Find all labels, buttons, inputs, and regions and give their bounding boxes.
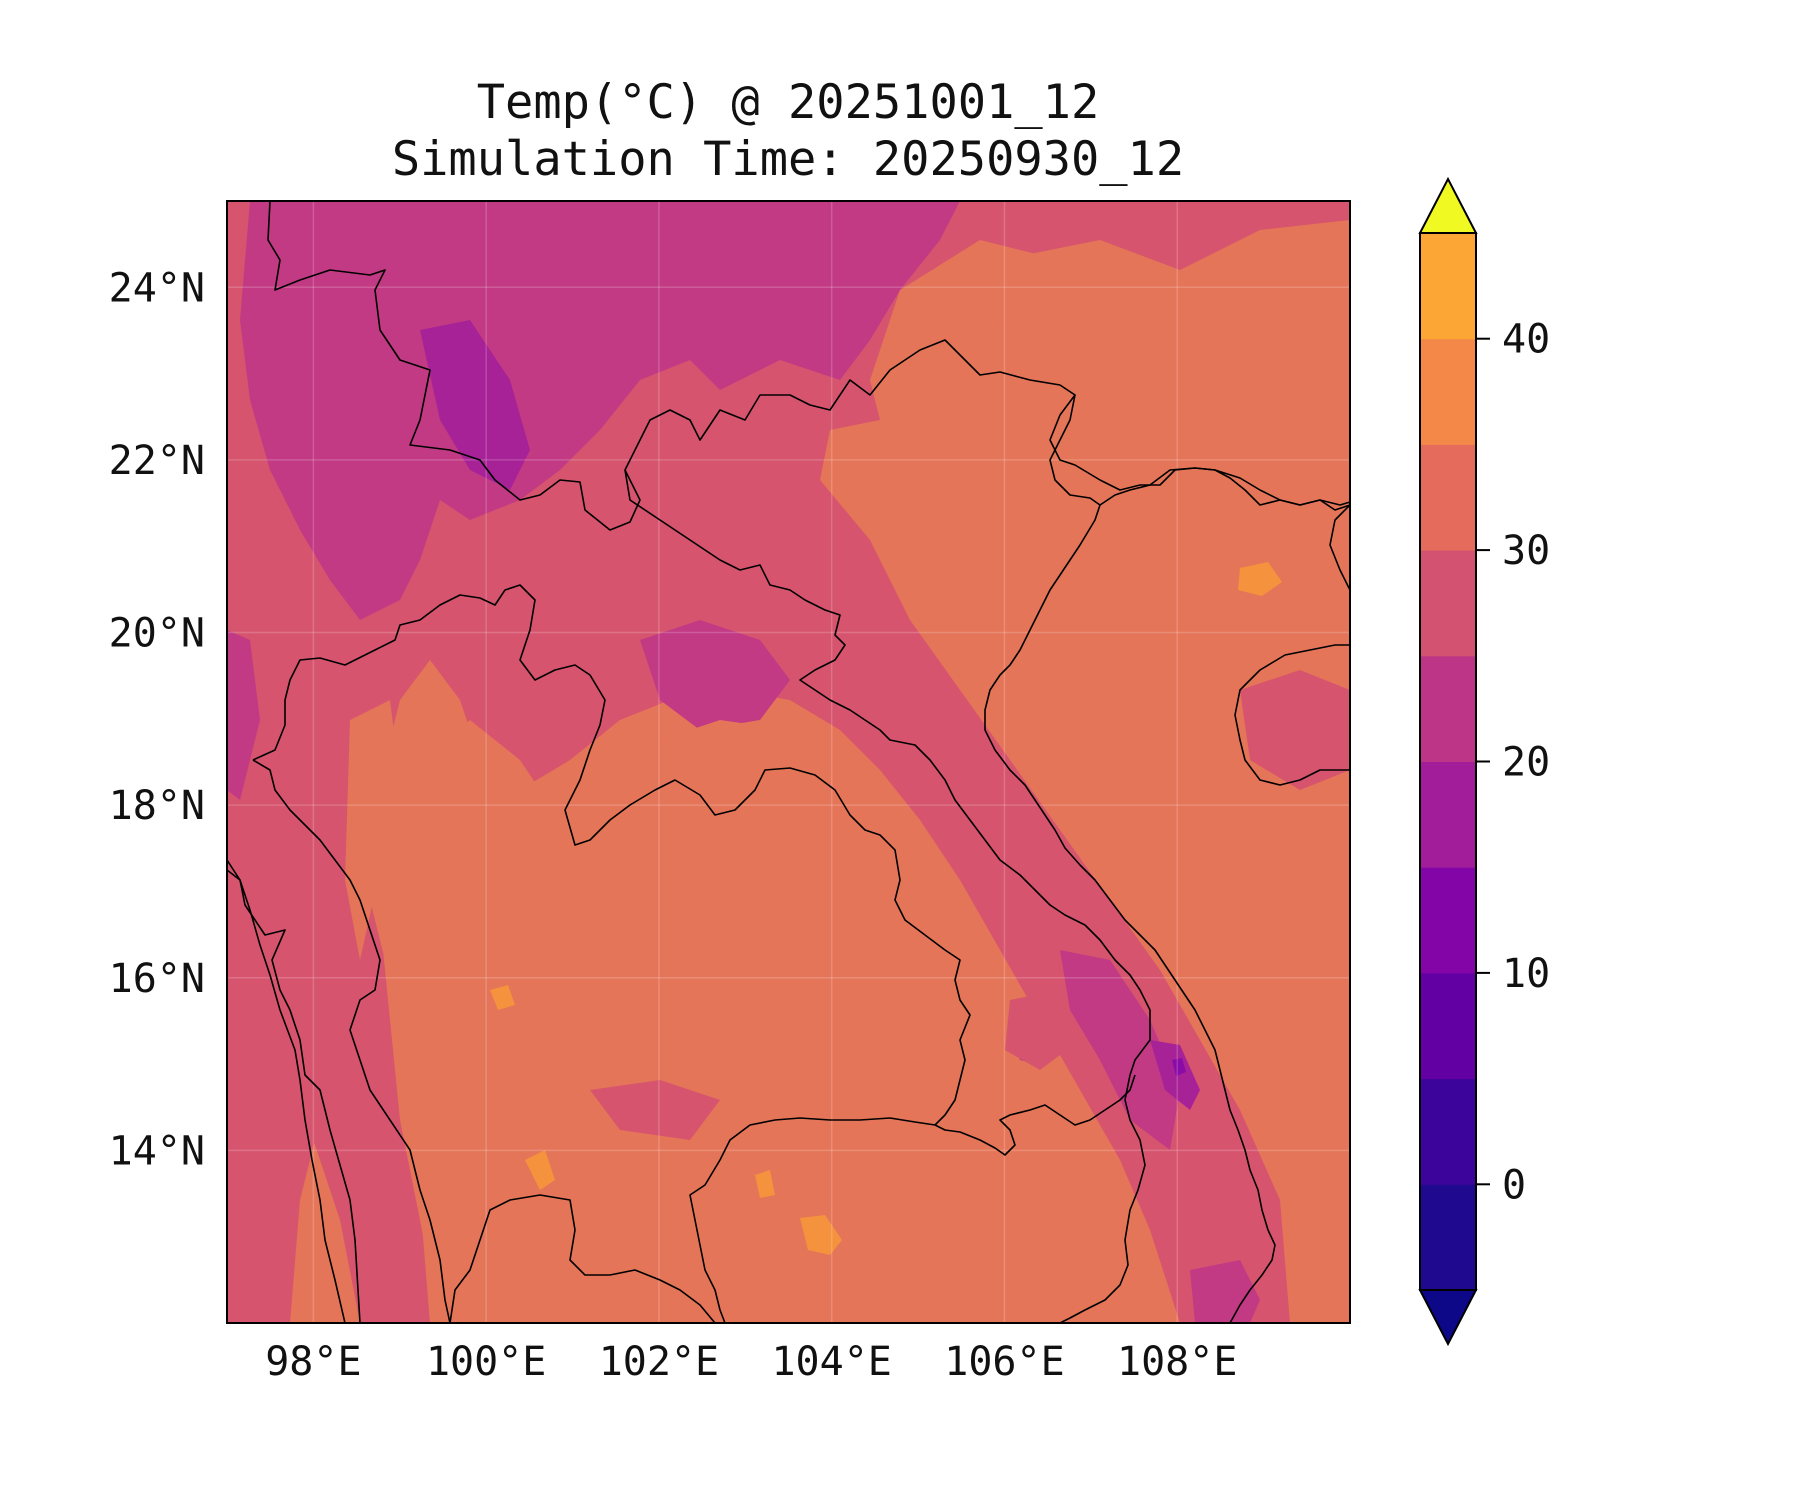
border-cambodia-vietnam bbox=[1059, 1074, 1146, 1323]
y-tick-label-4: 16°N bbox=[109, 956, 205, 1002]
border-myanmar-thai bbox=[227, 869, 361, 1323]
temp-field-cool-se bbox=[1190, 1260, 1260, 1323]
border-china-north bbox=[267, 201, 1350, 531]
colorbar-tick-label-3: 30 bbox=[1502, 528, 1550, 574]
x-tick-label-2: 102°E bbox=[599, 1339, 719, 1385]
temp-field-mild-west bbox=[227, 700, 430, 1323]
map-area bbox=[227, 201, 1350, 1323]
temp-field-mild-patch1 bbox=[590, 1080, 720, 1140]
coast-gulf-tonkin bbox=[1099, 467, 1350, 506]
colorbar-bin-1 bbox=[1420, 1078, 1476, 1185]
y-tick-label-3: 18°N bbox=[109, 783, 205, 829]
x-axis-ticks: 98°E 100°E 102°E 104°E 106°E 108°E bbox=[265, 1339, 1237, 1385]
y-axis-ticks: 24°N 22°N 20°N 18°N 16°N 14°N bbox=[109, 265, 205, 1174]
border-laos-vietnam bbox=[624, 469, 1151, 1076]
temp-field-warm-northeast bbox=[990, 220, 1350, 450]
coastlines bbox=[227, 394, 1350, 1323]
colorbar-bin-4 bbox=[1420, 761, 1476, 868]
colorbar-bin-3 bbox=[1420, 867, 1476, 974]
map-title-line2: Simulation Time: 20250930_12 bbox=[392, 132, 1184, 187]
coast-vietnam bbox=[984, 394, 1276, 1323]
map-gridlines bbox=[227, 201, 1350, 1323]
temp-field-hot-thai2 bbox=[490, 985, 515, 1010]
temp-field-warm-myanmar bbox=[345, 700, 400, 960]
colorbar-tick-label-1: 10 bbox=[1502, 951, 1550, 997]
colorbar-bin-0 bbox=[1420, 1184, 1476, 1291]
temp-field-mild-hainan bbox=[1240, 670, 1350, 790]
border-thai-laos-myanmar bbox=[252, 759, 451, 1323]
coast-hainan bbox=[1234, 644, 1350, 786]
x-tick-label-0: 98°E bbox=[265, 1339, 361, 1385]
border-cambodia-thai bbox=[689, 1117, 936, 1323]
x-tick-label-4: 106°E bbox=[944, 1339, 1064, 1385]
colorbar-bin-8 bbox=[1420, 338, 1476, 445]
x-tick-label-3: 104°E bbox=[771, 1339, 891, 1385]
colorbar-bin-2 bbox=[1420, 972, 1476, 1080]
colorbar-tick-label-2: 20 bbox=[1502, 740, 1550, 786]
temp-field-cool-laos bbox=[640, 620, 790, 730]
temp-field-hot-thai1 bbox=[525, 1150, 555, 1190]
temp-field-hot-cam2 bbox=[755, 1170, 775, 1198]
y-tick-label-1: 22°N bbox=[109, 438, 205, 484]
temp-field-cool-north bbox=[240, 201, 960, 620]
temp-field-hot-gulf bbox=[1238, 562, 1282, 596]
colorbar-bin-9 bbox=[1420, 233, 1476, 340]
colorbar-bin-6 bbox=[1420, 550, 1476, 657]
temp-field-hot-cambodia bbox=[800, 1215, 842, 1255]
temp-field-cool-annam bbox=[1060, 950, 1180, 1150]
coast-leizhou bbox=[1329, 504, 1350, 591]
y-tick-label-2: 20°N bbox=[109, 611, 205, 657]
x-tick-label-5: 108°E bbox=[1117, 1339, 1237, 1385]
country-borders bbox=[227, 201, 1350, 1323]
coast-gulf-thailand bbox=[449, 1194, 716, 1323]
colorbar-bin-5 bbox=[1420, 655, 1476, 762]
y-tick-label-0: 24°N bbox=[109, 265, 205, 311]
temp-field-mild-patch2 bbox=[1005, 990, 1080, 1070]
colorbar: 0 10 20 30 40 bbox=[1418, 176, 1550, 1347]
border-north-thai bbox=[252, 584, 971, 1126]
temp-field-warm-plateau bbox=[380, 720, 1100, 1323]
map-frame bbox=[226, 200, 1351, 1324]
colorbar-extend-under bbox=[1418, 1289, 1478, 1347]
border-cambodia-north bbox=[934, 1074, 1136, 1156]
temp-field-cold-north bbox=[420, 320, 530, 490]
x-tick-label-1: 100°E bbox=[426, 1339, 546, 1385]
temp-field-cold-annam bbox=[1150, 1040, 1200, 1110]
colorbar-extend-over bbox=[1418, 176, 1478, 234]
temp-field-warm-coast bbox=[870, 460, 1350, 1323]
coast-myanmar-west bbox=[227, 859, 346, 1323]
temp-field-cool-west bbox=[227, 630, 260, 800]
map-title-line1: Temp(°C) @ 20251001_12 bbox=[477, 75, 1100, 130]
temp-field-cold-spot bbox=[1172, 1058, 1186, 1076]
y-tick-label-5: 14°N bbox=[109, 1128, 205, 1174]
colorbar-bin-7 bbox=[1420, 444, 1476, 551]
colorbar-tick-label-0: 0 bbox=[1502, 1162, 1526, 1208]
colorbar-tick-label-4: 40 bbox=[1502, 317, 1550, 363]
